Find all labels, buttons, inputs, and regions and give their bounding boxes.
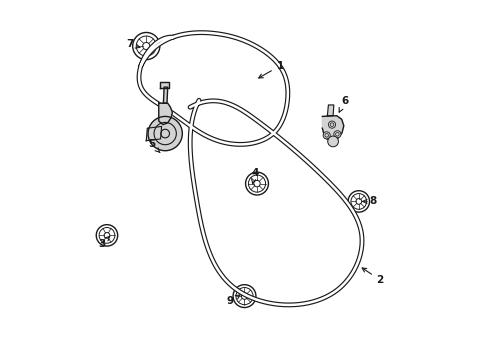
Circle shape <box>327 136 338 147</box>
Text: 8: 8 <box>362 197 376 206</box>
Polygon shape <box>160 82 169 88</box>
Circle shape <box>328 121 335 128</box>
Text: 9: 9 <box>226 295 240 306</box>
Polygon shape <box>146 126 162 141</box>
Circle shape <box>323 132 329 139</box>
Text: 3: 3 <box>98 236 110 249</box>
Text: 7: 7 <box>126 39 140 49</box>
Polygon shape <box>159 103 172 125</box>
Text: 6: 6 <box>339 96 347 112</box>
Text: 5: 5 <box>148 139 160 153</box>
Polygon shape <box>326 105 333 116</box>
Circle shape <box>148 116 182 151</box>
Text: 2: 2 <box>362 268 383 285</box>
Polygon shape <box>322 116 343 141</box>
Polygon shape <box>163 87 167 103</box>
Circle shape <box>333 131 340 138</box>
Text: 4: 4 <box>251 168 258 184</box>
Text: 1: 1 <box>258 61 283 78</box>
